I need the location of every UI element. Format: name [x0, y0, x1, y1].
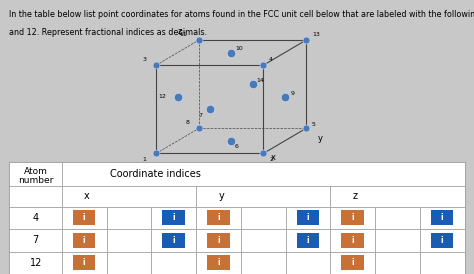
Text: 4: 4 — [33, 213, 39, 223]
Text: i: i — [83, 236, 85, 245]
Text: 4: 4 — [269, 58, 273, 62]
Text: 10: 10 — [235, 46, 243, 51]
Bar — [9, 186, 62, 207]
Text: i: i — [173, 236, 175, 245]
Text: 5: 5 — [312, 122, 316, 127]
Bar — [163, 233, 185, 248]
Bar — [241, 252, 285, 274]
Bar — [151, 252, 196, 274]
Text: 11: 11 — [180, 32, 187, 37]
Bar — [196, 229, 241, 252]
Bar — [9, 162, 62, 186]
Bar — [375, 229, 420, 252]
Text: i: i — [307, 236, 309, 245]
Text: 8: 8 — [185, 121, 189, 125]
Text: i: i — [217, 236, 220, 245]
Text: i: i — [217, 213, 220, 222]
Bar — [330, 207, 375, 229]
Text: 3: 3 — [143, 58, 146, 62]
Text: y: y — [318, 134, 323, 143]
Text: z: z — [353, 192, 358, 201]
Bar — [341, 255, 364, 270]
Bar — [431, 233, 453, 248]
Bar — [9, 252, 62, 274]
Bar — [62, 186, 196, 207]
Bar — [163, 210, 185, 226]
Bar — [375, 252, 420, 274]
Text: i: i — [351, 213, 354, 222]
Text: i: i — [173, 213, 175, 222]
Bar — [241, 229, 285, 252]
Text: Atom: Atom — [24, 167, 47, 176]
Text: i: i — [217, 258, 220, 267]
Bar — [196, 252, 241, 274]
Bar — [62, 229, 107, 252]
Text: 7: 7 — [198, 113, 202, 118]
Text: y: y — [219, 192, 224, 201]
Text: 14: 14 — [256, 78, 264, 83]
Bar — [297, 210, 319, 226]
Text: 2: 2 — [269, 157, 273, 162]
Bar — [196, 186, 330, 207]
Bar — [241, 207, 285, 229]
Bar — [207, 255, 229, 270]
Text: 6: 6 — [235, 144, 239, 149]
Bar — [107, 229, 151, 252]
Text: number: number — [18, 176, 54, 185]
Bar — [375, 207, 420, 229]
Bar — [73, 233, 95, 248]
Bar — [420, 207, 465, 229]
Bar — [62, 207, 107, 229]
Text: 13: 13 — [312, 32, 320, 37]
Bar — [420, 229, 465, 252]
Bar — [73, 255, 95, 270]
Text: In the table below list point coordinates for atoms found in the FCC unit cell b: In the table below list point coordinate… — [9, 10, 474, 19]
Bar — [285, 207, 330, 229]
Text: i: i — [441, 236, 444, 245]
Text: x: x — [271, 153, 276, 162]
Bar — [431, 210, 453, 226]
Bar — [207, 210, 229, 226]
Bar — [341, 233, 364, 248]
Bar — [330, 252, 375, 274]
Bar — [420, 252, 465, 274]
Bar — [330, 186, 465, 207]
Text: 1: 1 — [143, 157, 146, 162]
Bar — [9, 229, 62, 252]
Bar — [207, 233, 229, 248]
Bar — [107, 252, 151, 274]
Bar — [107, 207, 151, 229]
Text: Coordinate indices: Coordinate indices — [110, 169, 201, 179]
Bar — [62, 252, 107, 274]
Bar — [285, 252, 330, 274]
Bar — [151, 207, 196, 229]
Text: 12: 12 — [29, 258, 42, 268]
Bar — [341, 210, 364, 226]
Text: 7: 7 — [33, 235, 39, 245]
Bar — [151, 229, 196, 252]
Bar — [9, 207, 62, 229]
Text: i: i — [307, 213, 309, 222]
Text: z: z — [178, 27, 182, 36]
Bar — [196, 207, 241, 229]
Text: i: i — [83, 213, 85, 222]
Text: and 12. Represent fractional indices as decimals.: and 12. Represent fractional indices as … — [9, 28, 208, 37]
Bar — [297, 233, 319, 248]
Bar — [73, 210, 95, 226]
Text: 12: 12 — [158, 94, 166, 99]
Text: i: i — [351, 236, 354, 245]
Bar — [285, 229, 330, 252]
Bar — [330, 229, 375, 252]
Bar — [62, 162, 465, 186]
Text: i: i — [441, 213, 444, 222]
Text: i: i — [83, 258, 85, 267]
Text: i: i — [351, 258, 354, 267]
Text: x: x — [84, 192, 90, 201]
Text: 9: 9 — [291, 92, 295, 96]
